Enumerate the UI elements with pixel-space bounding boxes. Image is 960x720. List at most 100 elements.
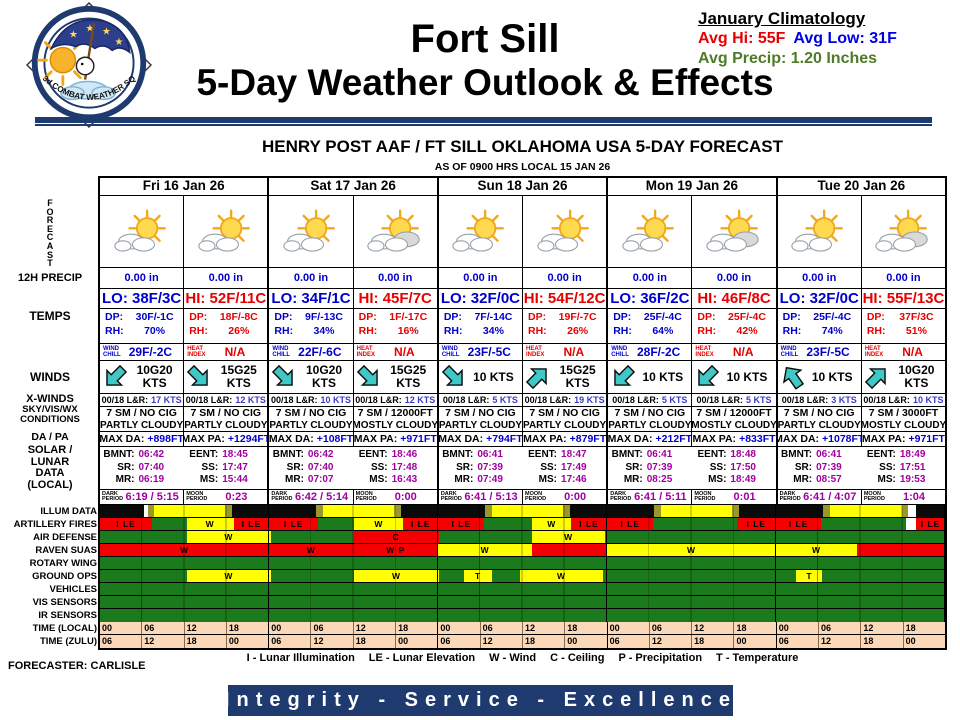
dapa-value: +833FT xyxy=(739,433,776,445)
wind-direction-arrow xyxy=(354,361,387,393)
effect-segment: I LE xyxy=(403,518,438,530)
sun-cloud-icon xyxy=(367,209,420,252)
effects-row-label: VEHICLES xyxy=(49,584,97,595)
xwind-cell: 00/18 L&R: 10 KTS xyxy=(269,394,354,406)
row-label-precip: 12H PRECIP xyxy=(17,272,83,284)
effects-row xyxy=(100,505,945,518)
time-local-cell: 00 xyxy=(269,622,312,634)
forecast-icon-cell xyxy=(439,196,524,267)
time-local-cell: 00 xyxy=(438,622,481,634)
wind-speed: 15G25 KTS xyxy=(390,363,427,390)
temp-value: LO: 36F/2C xyxy=(608,289,692,309)
solar-time: 06:41 xyxy=(816,448,842,460)
effect-segment xyxy=(100,570,187,582)
wind-speed: 15G25 KTS xyxy=(220,363,257,390)
header-divider xyxy=(35,117,932,126)
solar-time: 06:41 xyxy=(477,448,503,460)
solar-time: 06:42 xyxy=(307,448,334,460)
xwind-value: 17 KTS xyxy=(151,395,182,405)
xwind-cell: 00/18 L&R: 5 KTS xyxy=(608,394,693,406)
arrow-icon xyxy=(614,364,636,386)
date-cell: Sat 17 Jan 26 xyxy=(269,178,439,195)
dewpoint-value: 25F/-4C xyxy=(728,311,766,323)
xwind-cell: 00/18 L&R: 19 KTS xyxy=(523,394,609,406)
xwind-label: 00/18 L&R: xyxy=(781,395,829,405)
row-label-xwinds: X-WINDS xyxy=(26,393,74,405)
as-of-timestamp: AS OF 0900 HRS LOCAL 15 JAN 26 xyxy=(434,161,611,173)
squadron-logo: ★★ ★★ 3d COMBAT WEATHER SQ xyxy=(26,2,152,128)
solar-line: BMNT: 06:42 xyxy=(272,448,334,460)
solar-line: MS: 16:43 xyxy=(369,474,418,486)
svg-text:★: ★ xyxy=(86,23,95,33)
effects-row: I LE W I LE I LE W I LE I LE W I LE I LE I LE I LE I… xyxy=(100,518,945,531)
dewpoint-line: DP: 25F/-4C xyxy=(778,309,861,323)
dapa-value: +212FT xyxy=(655,433,693,445)
solar-line: SR: 07:40 xyxy=(286,461,334,473)
wind-speed: 10 KTS xyxy=(642,369,684,384)
legend-item: I - Lunar Illumination xyxy=(246,652,355,664)
temp-cell: HI: 46F/8C DP: 25F/-4C RH: 42% xyxy=(692,289,778,343)
time-zulu-cell: 00 xyxy=(734,635,777,648)
effect-segment xyxy=(916,505,945,517)
dark-period-cell-value: 6:41 / 5:13 xyxy=(464,491,518,503)
time-zulu-cell: 06 xyxy=(777,635,820,648)
dark-period-cell-label: DARK PERIOD xyxy=(440,490,462,502)
dapa-cell: MAX DA: +898FT xyxy=(100,432,185,446)
humidity-line: RH: 26% xyxy=(184,323,267,337)
xwind-value: 10 KTS xyxy=(320,395,352,405)
solar-time: 08:25 xyxy=(646,474,673,486)
dewpoint-line: DP: 37F/3C xyxy=(862,309,945,323)
row-label-dapa: DA / PA xyxy=(31,431,69,443)
dapa-value: +898FT xyxy=(147,433,184,445)
dark-period-cell-value: 6:19 / 5:15 xyxy=(125,491,179,503)
humidity-value: 26% xyxy=(228,325,250,337)
solar-time: 07:40 xyxy=(307,461,334,473)
solar-line: EENT: 18:45 xyxy=(189,448,248,460)
effect-segment: W xyxy=(269,544,354,556)
effect-segment xyxy=(856,544,945,556)
wind-cell: 10 KTS xyxy=(692,361,778,393)
solar-line: MR: 06:19 xyxy=(115,474,165,486)
wind-cell: 10G20 KTS xyxy=(269,361,354,393)
solar-time: 08:57 xyxy=(816,474,842,486)
chill-index-label: WIND CHILL xyxy=(103,346,121,358)
effect-segment xyxy=(316,505,324,517)
row-label-winds: WINDS xyxy=(30,370,70,384)
effect-segment xyxy=(661,505,733,517)
sky-condition: PARTLY CLOUDY xyxy=(269,419,353,431)
time-zulu-cell: 06 xyxy=(100,635,143,648)
temp-cell: HI: 55F/13C DP: 37F/3C RH: 51% xyxy=(861,289,946,343)
svg-text:★: ★ xyxy=(103,26,112,36)
solar-time: 18:46 xyxy=(391,448,418,460)
effect-segment xyxy=(776,505,824,517)
effect-segment xyxy=(225,505,233,517)
solar-line: EENT: 18:46 xyxy=(358,448,418,460)
dark-period-cell: DARK PERIOD 6:19 / 5:15 xyxy=(100,490,185,504)
precip-cell: 0.00 in xyxy=(523,268,609,288)
solar-line: MR: 08:25 xyxy=(623,474,673,486)
sky-condition: PARTLY CLOUDY xyxy=(777,419,861,431)
temp-cell: LO: 36F/2C DP: 25F/-4C RH: 64% xyxy=(608,289,693,343)
effect-segment xyxy=(732,505,740,517)
wind-cell: 15G25 KTS xyxy=(523,361,609,393)
dark-period-cell-value: 6:41 / 4:07 xyxy=(803,491,857,503)
chill-index-label: WIND CHILL xyxy=(611,346,629,358)
effect-segment xyxy=(563,505,571,517)
date-cell: Mon 19 Jan 26 xyxy=(608,178,778,195)
time-local-row: 00 06 12 18 00 06 12 18 00 06 12 18 00 06 12 18 00 06 12 18 xyxy=(100,622,945,635)
effects-row xyxy=(100,583,945,596)
solar-time: 07:49 xyxy=(477,474,503,486)
solar-line: MS: 17:46 xyxy=(538,474,587,486)
effects-row xyxy=(100,557,945,570)
sky-row: 7 SM / NO CIG PARTLY CLOUDY 7 SM / NO CIG P… xyxy=(100,407,945,432)
effect-segment xyxy=(821,518,906,530)
legend-item: P - Precipitation xyxy=(618,652,703,664)
time-zulu-cell: 12 xyxy=(481,635,523,648)
dapa-label: MAX PA: xyxy=(184,433,225,445)
chill-index-label: WIND CHILL xyxy=(780,346,799,358)
chill-index-value: N/A xyxy=(394,345,415,359)
effect-segment: W xyxy=(532,518,572,530)
dapa-label: MAX DA: xyxy=(269,433,314,445)
chill-index-label: WIND CHILL xyxy=(272,346,291,358)
